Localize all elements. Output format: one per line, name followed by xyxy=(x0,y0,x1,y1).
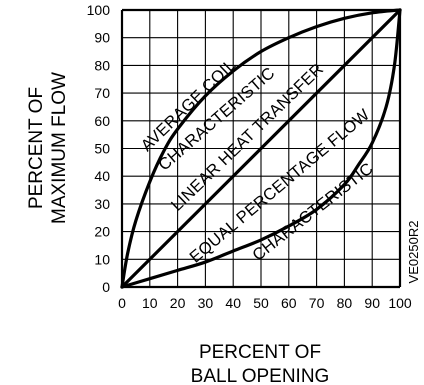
y-tick-labels: 0 10 20 30 40 50 60 70 80 90 100 xyxy=(87,2,111,295)
x-tick-labels: 0 10 20 30 40 50 60 70 80 90 100 xyxy=(118,295,412,311)
equal-percentage-label-line2: CHARACTERISTIC xyxy=(249,160,376,265)
x-tick-label-80: 80 xyxy=(337,295,353,311)
grid xyxy=(120,8,402,289)
x-tick-label-60: 60 xyxy=(281,295,297,311)
x-tick-label-70: 70 xyxy=(309,295,325,311)
x-tick-label-10: 10 xyxy=(142,295,158,311)
x-tick-label-50: 50 xyxy=(253,295,269,311)
equal-percentage-curve xyxy=(120,8,402,289)
linear-heat-transfer-line xyxy=(120,8,402,289)
figure-code: VE0250R2 xyxy=(406,221,421,284)
x-tick-label-20: 20 xyxy=(170,295,186,311)
y-tick-label-70: 70 xyxy=(94,85,110,101)
y-tick-label-10: 10 xyxy=(94,251,110,267)
y-tick-label-50: 50 xyxy=(94,141,110,157)
y-tick-label-20: 20 xyxy=(94,224,110,240)
y-tick-label-90: 90 xyxy=(94,30,110,46)
y-axis-title-line1: PERCENT OF xyxy=(26,87,47,209)
y-tick-label-100: 100 xyxy=(87,2,111,18)
y-axis-title-line2: MAXIMUM FLOW xyxy=(49,72,70,224)
average-coil-curve xyxy=(120,8,402,289)
x-tick-label-100: 100 xyxy=(388,295,412,311)
x-tick-label-30: 30 xyxy=(198,295,214,311)
x-axis-title-line1: PERCENT OF xyxy=(199,342,321,363)
x-axis-title-line2: BALL OPENING xyxy=(191,366,330,385)
x-tick-label-0: 0 xyxy=(118,295,126,311)
x-tick-label-90: 90 xyxy=(364,295,380,311)
y-tick-label-60: 60 xyxy=(94,113,110,129)
y-tick-label-40: 40 xyxy=(94,168,110,184)
x-tick-label-40: 40 xyxy=(225,295,241,311)
y-tick-label-0: 0 xyxy=(102,279,110,295)
y-tick-label-80: 80 xyxy=(94,57,110,73)
y-tick-label-30: 30 xyxy=(94,196,110,212)
